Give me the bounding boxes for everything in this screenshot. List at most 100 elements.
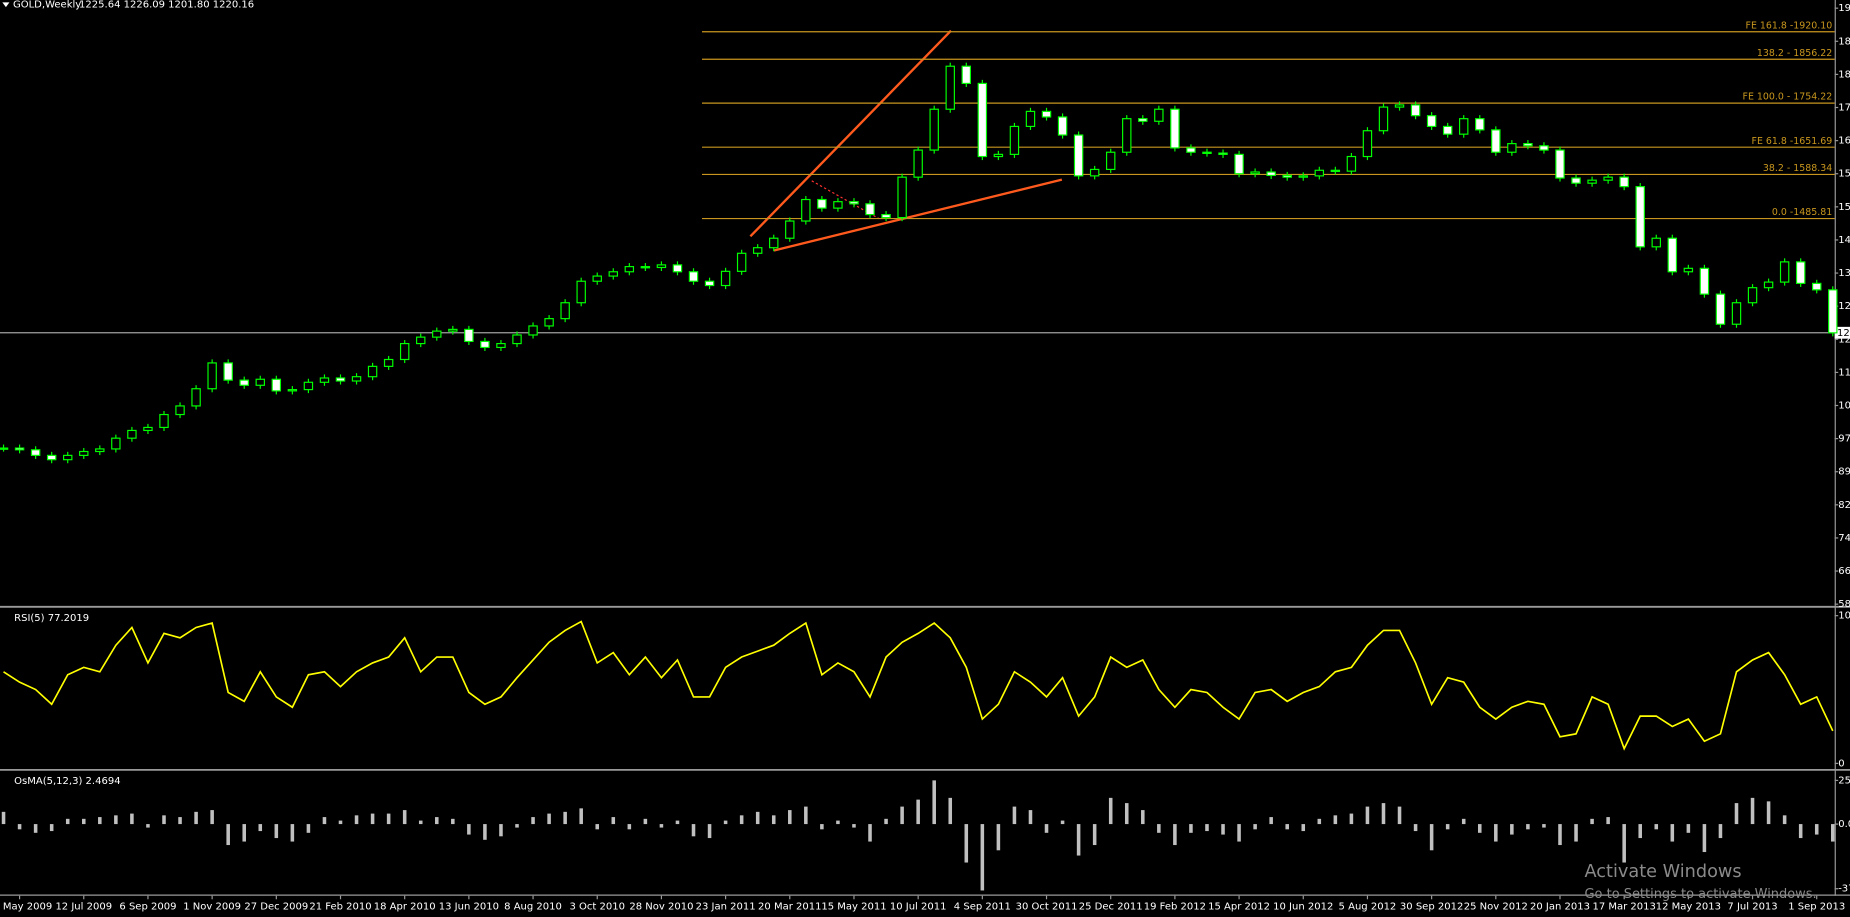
candle xyxy=(1635,186,1645,248)
osma-bar xyxy=(435,817,439,825)
y-tick-label: 1051 xyxy=(1838,401,1850,412)
osma-bar xyxy=(1,811,6,825)
x-tick-label: 1 Sep 2013 xyxy=(1788,901,1845,912)
osma-bar xyxy=(81,818,86,825)
osma-bar xyxy=(1461,818,1466,825)
candle xyxy=(1731,302,1742,325)
osma-bar xyxy=(114,815,118,825)
candle xyxy=(1683,267,1694,273)
osma-bar xyxy=(1317,818,1322,825)
osma-bar xyxy=(1189,824,1193,833)
menu-arrow[interactable] xyxy=(2,2,10,8)
candle xyxy=(929,108,939,151)
candle xyxy=(416,336,426,345)
osma-bar xyxy=(1798,824,1803,839)
candle xyxy=(945,65,955,110)
osma-bar xyxy=(1814,824,1819,835)
trend-line[interactable] xyxy=(773,178,1063,252)
y-tick-label: 1359 xyxy=(1838,268,1850,279)
x-tick-label: 12 Jul 2009 xyxy=(55,901,112,912)
candle xyxy=(1763,281,1774,289)
osma-bar xyxy=(483,824,487,840)
fibo-label: 138.2 - 1856.22 xyxy=(1757,48,1832,59)
y-tick-label: 1436 xyxy=(1838,235,1850,246)
candle xyxy=(576,280,586,304)
osma-bar xyxy=(836,820,840,825)
candle xyxy=(1795,261,1806,284)
osma-bar xyxy=(178,817,182,825)
osma-bar xyxy=(1381,803,1386,825)
osma-title: OsMA(5,12,3) 2.4694 xyxy=(14,776,120,787)
y-tick-label: 100 xyxy=(1838,611,1850,622)
x-tick-label: 20 Mar 2011 xyxy=(758,901,821,912)
osma-bar xyxy=(1157,824,1161,833)
y-tick-label: 743 xyxy=(1838,533,1850,544)
x-tick-label: 30 Oct 2011 xyxy=(1016,901,1078,912)
osma-bar xyxy=(627,824,632,830)
candle xyxy=(881,213,891,219)
osma-bar xyxy=(675,820,680,825)
candle xyxy=(1250,171,1260,175)
candle xyxy=(736,252,747,272)
osma-bar xyxy=(964,824,969,863)
osma-bar xyxy=(1654,824,1659,830)
candle xyxy=(1394,104,1405,108)
osma-bar xyxy=(1445,824,1450,830)
candle xyxy=(496,342,506,349)
y-tick-label: 820 xyxy=(1838,500,1850,511)
osma-bar xyxy=(33,824,38,833)
candle xyxy=(480,340,490,349)
osma-bar xyxy=(1253,824,1257,830)
candle xyxy=(1812,282,1822,291)
fibo-label: 38.2 - 1588.34 xyxy=(1763,163,1832,174)
y-tick-label: 1590 xyxy=(1838,169,1850,180)
osma-bar xyxy=(1686,824,1691,833)
candle xyxy=(1539,145,1549,151)
osma-bar xyxy=(258,824,263,832)
candle xyxy=(688,271,699,282)
last-price-box xyxy=(1834,326,1850,339)
osma-bar xyxy=(723,820,728,825)
candle xyxy=(399,342,410,361)
osma-bar xyxy=(1750,797,1755,825)
x-tick-label: 17 May 2009 xyxy=(0,901,52,912)
candle xyxy=(1410,104,1421,117)
osma-bar xyxy=(499,824,503,837)
candle xyxy=(303,381,314,391)
candle xyxy=(1491,129,1501,153)
x-tick-label: 28 Nov 2010 xyxy=(629,901,693,912)
candle xyxy=(143,426,153,432)
osma-bar xyxy=(370,813,375,825)
candle xyxy=(63,454,73,461)
candle xyxy=(1442,125,1453,135)
x-tick-label: 12 May 2013 xyxy=(1656,901,1721,912)
x-tick-label: 25 Dec 2011 xyxy=(1079,901,1143,912)
y-tick-label: 589 xyxy=(1838,599,1850,610)
candle xyxy=(1603,176,1613,181)
osma-bar xyxy=(1365,806,1370,825)
x-tick-label: 20 Jan 2013 xyxy=(1530,901,1590,912)
osma-bar xyxy=(354,815,359,825)
osma-bar xyxy=(1542,824,1546,828)
osma-bar xyxy=(1494,824,1498,842)
candle xyxy=(897,176,907,219)
osma-bar xyxy=(1638,824,1642,839)
osma-bar xyxy=(418,820,423,825)
watermark-title: Activate Windows xyxy=(1585,862,1742,882)
fibo-label: FE 61.8 -1651.69 xyxy=(1752,136,1833,147)
trend-line[interactable] xyxy=(749,29,952,238)
osma-bar xyxy=(322,817,327,825)
osma-bar xyxy=(1076,824,1081,856)
osma-bar xyxy=(274,824,279,839)
dotted-line[interactable] xyxy=(811,180,880,220)
candle xyxy=(223,362,233,381)
candle xyxy=(464,328,474,343)
x-tick-label: 18 Apr 2010 xyxy=(374,901,436,912)
osma-bar xyxy=(900,806,904,825)
osma-bar xyxy=(242,824,246,842)
candle xyxy=(1346,155,1357,172)
candle xyxy=(1170,108,1180,149)
candle xyxy=(1378,106,1389,132)
